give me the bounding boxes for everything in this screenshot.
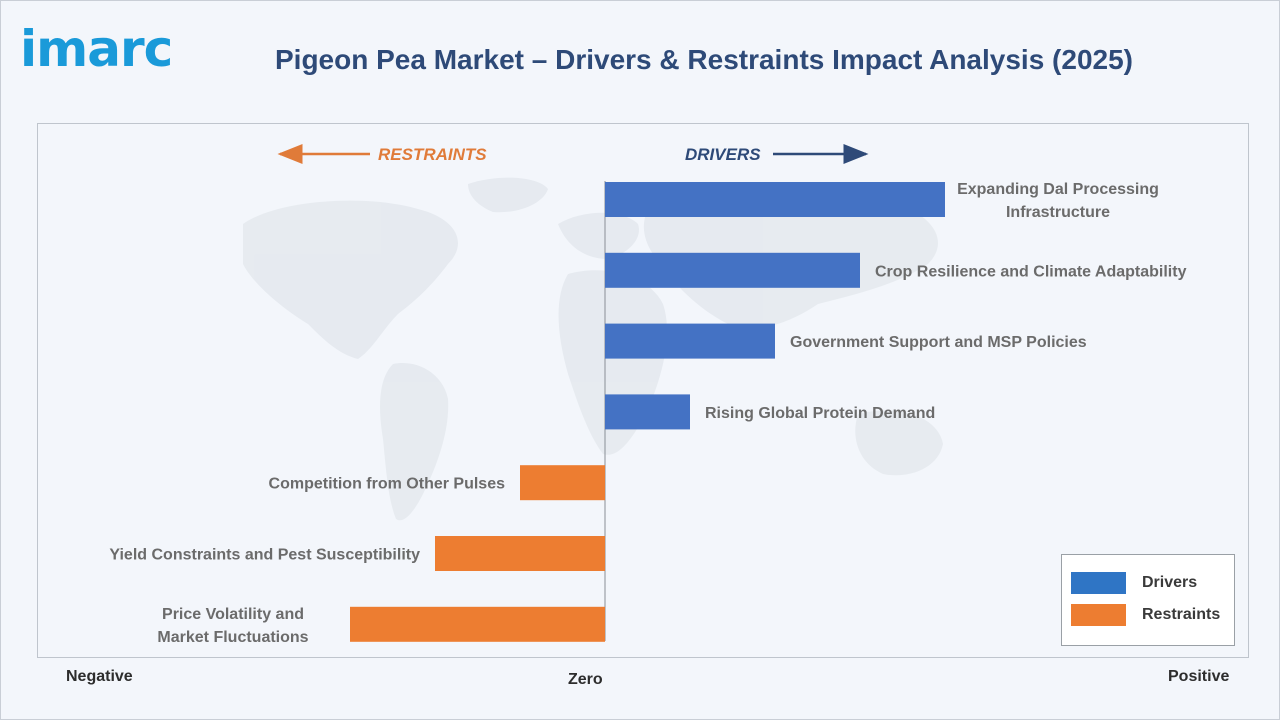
bar-drivers-0 [605,182,945,217]
legend-item-drivers: Drivers [1071,571,1197,595]
bar-label-1: Crop Resilience and Climate Adaptability [875,263,1187,280]
legend-swatch-drivers [1071,572,1126,594]
bar-label-2: Government Support and MSP Policies [790,334,1087,351]
negative-axis-word: Negative [66,668,133,685]
bar-label-5: Yield Constraints and Pest Susceptibilit… [109,547,420,564]
restraints-direction-label: RESTRAINTS [378,145,487,164]
legend-swatch-restraints [1071,604,1126,626]
legend-item-restraints: Restraints [1071,603,1220,627]
legend: Drivers Restraints [1061,554,1235,646]
bar-drivers-2 [605,323,775,359]
bar-label-0: Expanding Dal Processing [957,181,1159,198]
bar-drivers-1 [605,252,860,288]
bar-chart: RESTRAINTS DRIVERS Expanding Dal Process… [109,144,1187,646]
bar-label-4: Competition from Other Pulses [269,476,506,493]
bar-label-0: Infrastructure [1006,204,1110,221]
positive-axis-word: Positive [1168,668,1230,685]
legend-label-restraints: Restraints [1142,606,1221,623]
bar-label-6: Market Fluctuations [157,629,308,646]
drivers-direction-label: DRIVERS [685,145,761,164]
bar-restraints-4 [520,465,605,501]
page-title: Pigeon Pea Market – Drivers & Restraints… [275,44,1133,75]
legend-label-drivers: Drivers [1142,574,1198,591]
bar-label-6: Price Volatility and [162,606,304,623]
bar-label-3: Rising Global Protein Demand [705,405,935,422]
bar-drivers-3 [605,394,690,430]
imarc-logo: imarc [20,20,173,78]
bar-restraints-6 [350,606,605,642]
plot-area: RESTRAINTS DRIVERS Expanding Dal Process… [37,123,1249,658]
zero-axis-word: Zero [568,671,603,688]
bar-restraints-5 [435,536,605,571]
